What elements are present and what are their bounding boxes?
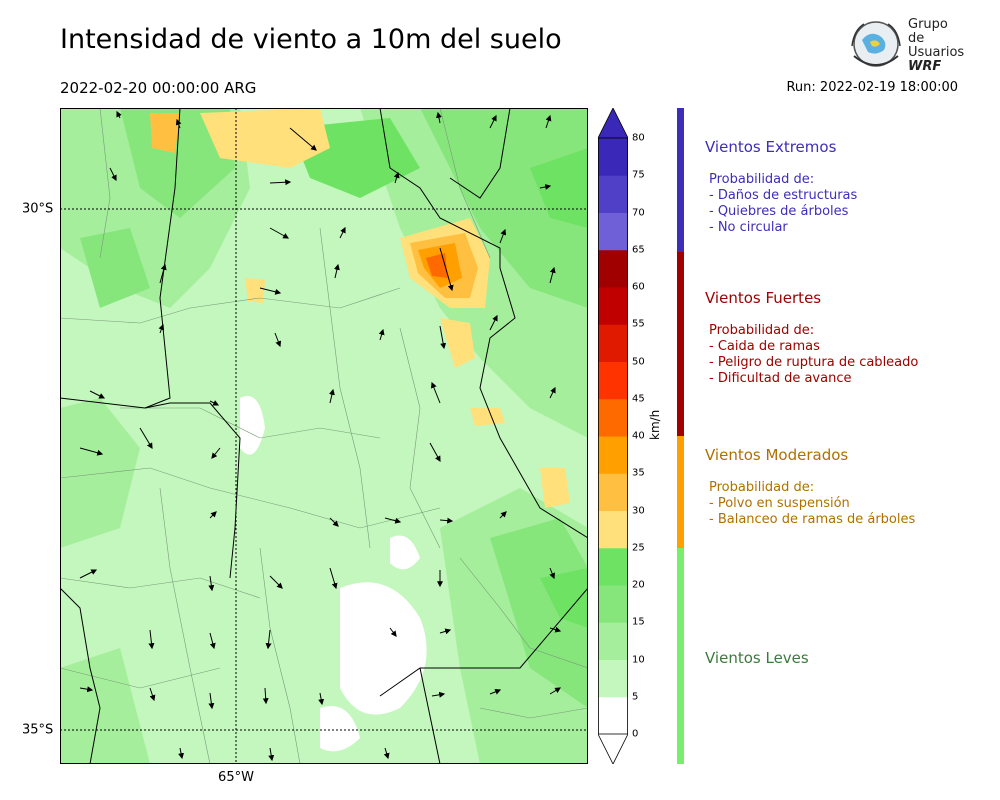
category-item: - Quiebres de árboles — [709, 204, 849, 219]
colorbar-segment — [598, 585, 628, 623]
lon-label-65w: 65°W — [218, 770, 254, 785]
category-bar — [677, 252, 684, 436]
category-item: - Peligro de ruptura de cableado — [709, 355, 919, 370]
colorbar-segment — [598, 510, 628, 549]
category-extremos: Vientos Extremos Probabilidad de: - Daño… — [705, 138, 857, 236]
category-item: - Dificultad de avance — [709, 371, 852, 386]
globe-icon — [851, 21, 901, 67]
colorbar-segment — [598, 436, 628, 474]
colorbar-segment — [598, 622, 628, 660]
colorbar — [598, 108, 628, 764]
colorbar-segment — [598, 175, 628, 213]
category-moderados: Vientos Moderados Probabilidad de: - Pol… — [705, 446, 915, 528]
colorbar-tick-label: 0 — [632, 728, 639, 740]
colorbar-segment — [598, 659, 628, 698]
map-frame — [60, 108, 588, 764]
colorbar-segment — [598, 212, 628, 251]
lat-label-35s: 35°S — [22, 722, 54, 738]
category-name: Vientos Moderados — [705, 446, 849, 464]
logo-line-2: Usuarios — [908, 45, 965, 60]
category-item: - Balanceo de ramas de árboles — [709, 512, 916, 527]
wind-0-5-zones — [240, 396, 427, 752]
map-title: Intensidad de viento a 10m del suelo — [60, 24, 562, 55]
wind-vectors — [79, 110, 562, 762]
category-item: - No circular — [709, 220, 788, 235]
colorbar-tick-label: 30 — [632, 505, 645, 516]
colorbar-segment — [598, 249, 628, 288]
category-item: - Daños de estructuras — [709, 188, 858, 203]
colorbar-tick-label: 15 — [632, 616, 645, 628]
colorbar-segment — [598, 324, 628, 362]
colorbar-tick-label: 70 — [632, 207, 645, 218]
logo-line-3: WRF — [908, 59, 942, 74]
wind-map — [60, 108, 588, 764]
colorbar-segment — [598, 473, 628, 511]
category-item: - Polvo en suspensión — [709, 496, 850, 511]
category-fuertes: Vientos Fuertes Probabilidad de: - Caida… — [705, 289, 918, 387]
colorbar-segment — [598, 398, 628, 437]
colorbar-tick-label: 25 — [632, 542, 645, 554]
colorbar-under-triangle — [598, 733, 628, 764]
category-leves: Vientos Leves — [705, 649, 809, 683]
colorbar-segment — [598, 361, 628, 400]
category-bar — [677, 436, 684, 548]
colorbar-tick-label: 75 — [632, 169, 645, 181]
colorbar-unit: km/h — [648, 409, 662, 440]
wind-15-20-zones — [80, 108, 588, 708]
category-bar — [677, 108, 684, 252]
category-title: Probabilidad de: — [709, 480, 815, 495]
colorbar-tick-label: 35 — [632, 467, 645, 479]
colorbar-tick-label: 5 — [632, 691, 639, 703]
lat-label-30s: 30°S — [22, 201, 54, 217]
colorbar-tick-label: 65 — [632, 244, 645, 256]
colorbar-tick-label: 20 — [632, 579, 645, 591]
colorbar-tick-label: 80 — [632, 132, 645, 144]
category-title: Probabilidad de: — [709, 172, 815, 187]
colorbar-segment — [598, 287, 628, 325]
wind-40-45-zones — [426, 253, 448, 278]
valid-time: 2022-02-20 00:00:00 ARG — [60, 79, 257, 97]
colorbar-tick-label: 45 — [632, 393, 645, 405]
province-boundaries — [60, 108, 588, 764]
colorbar-tick-label: 10 — [632, 654, 645, 665]
department-boundaries — [60, 108, 588, 764]
colorbar-tick-label: 50 — [632, 356, 645, 367]
category-item: - Caida de ramas — [709, 339, 820, 354]
colorbar-segment — [598, 547, 628, 586]
wrf-group-logo: Grupo de Usuarios WRF — [848, 16, 968, 74]
colorbar-segment — [598, 138, 628, 176]
category-title: Probabilidad de: — [709, 323, 815, 338]
category-name: Vientos Fuertes — [705, 289, 822, 307]
colorbar-tick-label: 60 — [632, 281, 645, 293]
colorbar-segment — [598, 696, 628, 735]
category-name: Vientos Extremos — [705, 138, 837, 156]
colorbar-over-triangle — [598, 108, 628, 139]
colorbar-frame — [598, 137, 628, 735]
run-time: Run: 2022-02-19 18:00:00 — [786, 80, 958, 95]
colorbar-tick-label: 40 — [632, 430, 645, 442]
category-name: Vientos Leves — [705, 649, 809, 667]
graticule — [60, 108, 588, 764]
colorbar-tick-label: 55 — [632, 318, 645, 330]
category-bar — [677, 548, 684, 764]
logo-line-1: Grupo de — [908, 17, 948, 46]
